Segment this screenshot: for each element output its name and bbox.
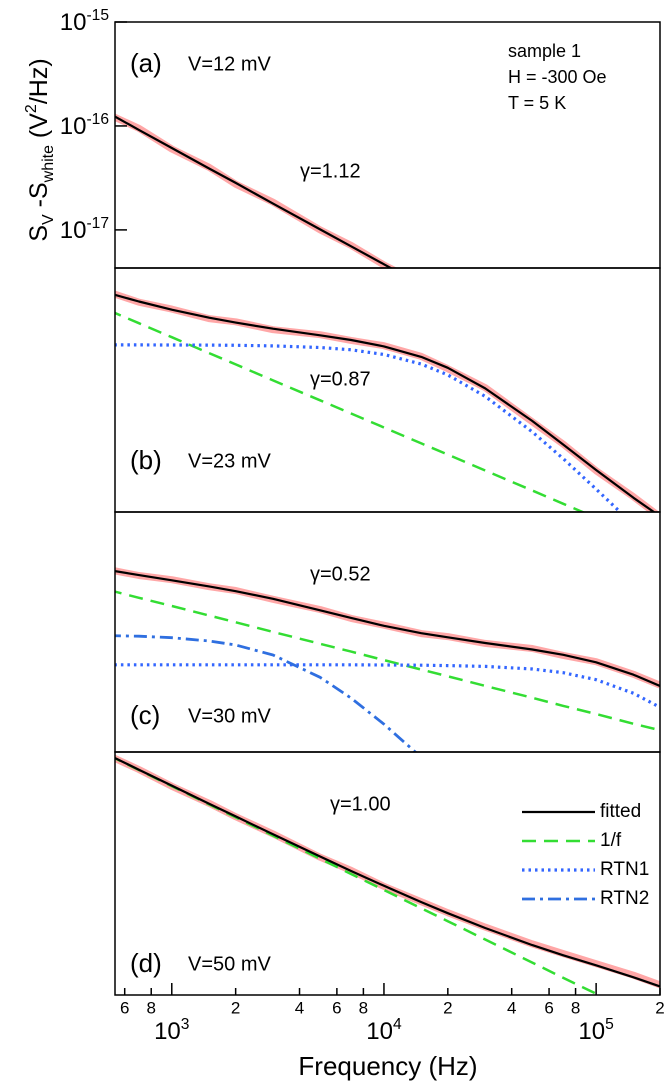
fit-line xyxy=(115,115,393,268)
x-tick-label: 8 xyxy=(146,998,155,1017)
panel-frame xyxy=(114,267,661,513)
text-part: 10 xyxy=(60,217,87,244)
plot-area xyxy=(115,754,660,995)
data-trace xyxy=(115,754,660,989)
text-part: S xyxy=(25,225,53,242)
annotation: H = -300 Oe xyxy=(508,67,607,87)
annotation: γ=0.87 xyxy=(310,368,371,390)
x-tick-label: 2 xyxy=(443,998,452,1017)
fit-line xyxy=(115,569,660,688)
x-tick-label: 4 xyxy=(507,998,516,1017)
text-part: -16 xyxy=(86,111,109,128)
plot-area xyxy=(115,567,660,752)
text-part: 10 xyxy=(154,1018,181,1045)
text-part: (V xyxy=(25,113,53,145)
panel-frame xyxy=(114,751,661,996)
annotation: T = 5 K xyxy=(508,93,566,113)
y-tick-label: 10-15 xyxy=(60,7,110,37)
annotation: V=50 mV xyxy=(188,953,271,975)
legend-label: fitted xyxy=(600,801,641,822)
text-part: 10 xyxy=(578,1018,605,1045)
legend-label: RTN2 xyxy=(600,888,649,909)
x-tick-label: 105 xyxy=(578,1016,614,1046)
y-tick-label: 10-16 xyxy=(60,111,109,141)
text-part: V xyxy=(40,214,57,225)
x-tick-label: 104 xyxy=(366,1016,402,1046)
annotation: (a) xyxy=(130,48,162,78)
data-trace xyxy=(115,290,660,512)
text-part: white xyxy=(40,145,57,183)
annotation: γ=0.52 xyxy=(310,563,371,585)
plot-area xyxy=(115,113,398,268)
x-tick-label: 8 xyxy=(359,998,368,1017)
text-part: 10 xyxy=(60,9,87,36)
text-part: 10 xyxy=(60,113,87,140)
text-part: 2 xyxy=(23,104,40,113)
annotation: sample 1 xyxy=(508,41,581,61)
x-tick-label: 6 xyxy=(120,998,129,1017)
annotation: V=23 mV xyxy=(188,450,271,472)
x-tick-label: 2 xyxy=(231,998,240,1017)
text-part: -17 xyxy=(86,215,109,232)
annotation: V=30 mV xyxy=(188,705,271,727)
x-tick-label: 103 xyxy=(154,1016,189,1046)
text-part: 5 xyxy=(605,1016,614,1033)
data-trace xyxy=(115,567,660,689)
annotation: (b) xyxy=(130,445,162,475)
x-tick-label: 6 xyxy=(332,998,341,1017)
x-tick-label: 4 xyxy=(295,998,304,1017)
text-part: 10 xyxy=(366,1018,393,1045)
annotation: γ=1.00 xyxy=(330,793,391,815)
x-tick-label: 6 xyxy=(544,998,553,1017)
text-part: 4 xyxy=(393,1016,402,1033)
annotation: (d) xyxy=(130,948,162,978)
annotation: γ=1.12 xyxy=(300,160,361,182)
fit-line xyxy=(115,663,660,709)
fit-line xyxy=(115,590,660,732)
text-part: -15 xyxy=(86,7,109,24)
text-part: /Hz) xyxy=(25,58,53,104)
x-tick-label: 2 xyxy=(655,998,664,1017)
fit-line xyxy=(115,311,586,512)
fit-line xyxy=(115,293,656,512)
y-tick-label: 10-17 xyxy=(60,215,109,245)
annotation: V=12 mV xyxy=(188,53,271,75)
annotation: (c) xyxy=(130,700,160,730)
fit-line xyxy=(115,634,418,752)
y-axis-label: SV -Swhite (V2/Hz) xyxy=(23,58,57,241)
fit-line xyxy=(115,343,623,512)
legend-label: 1/f xyxy=(600,830,622,851)
x-axis-label: Frequency (Hz) xyxy=(298,1051,477,1081)
plot-area xyxy=(115,290,660,512)
text-part: 3 xyxy=(181,1016,190,1033)
text-part: -S xyxy=(25,182,53,214)
legend-label: RTN1 xyxy=(600,859,649,880)
fit-line xyxy=(115,756,660,988)
x-tick-label: 8 xyxy=(571,998,580,1017)
